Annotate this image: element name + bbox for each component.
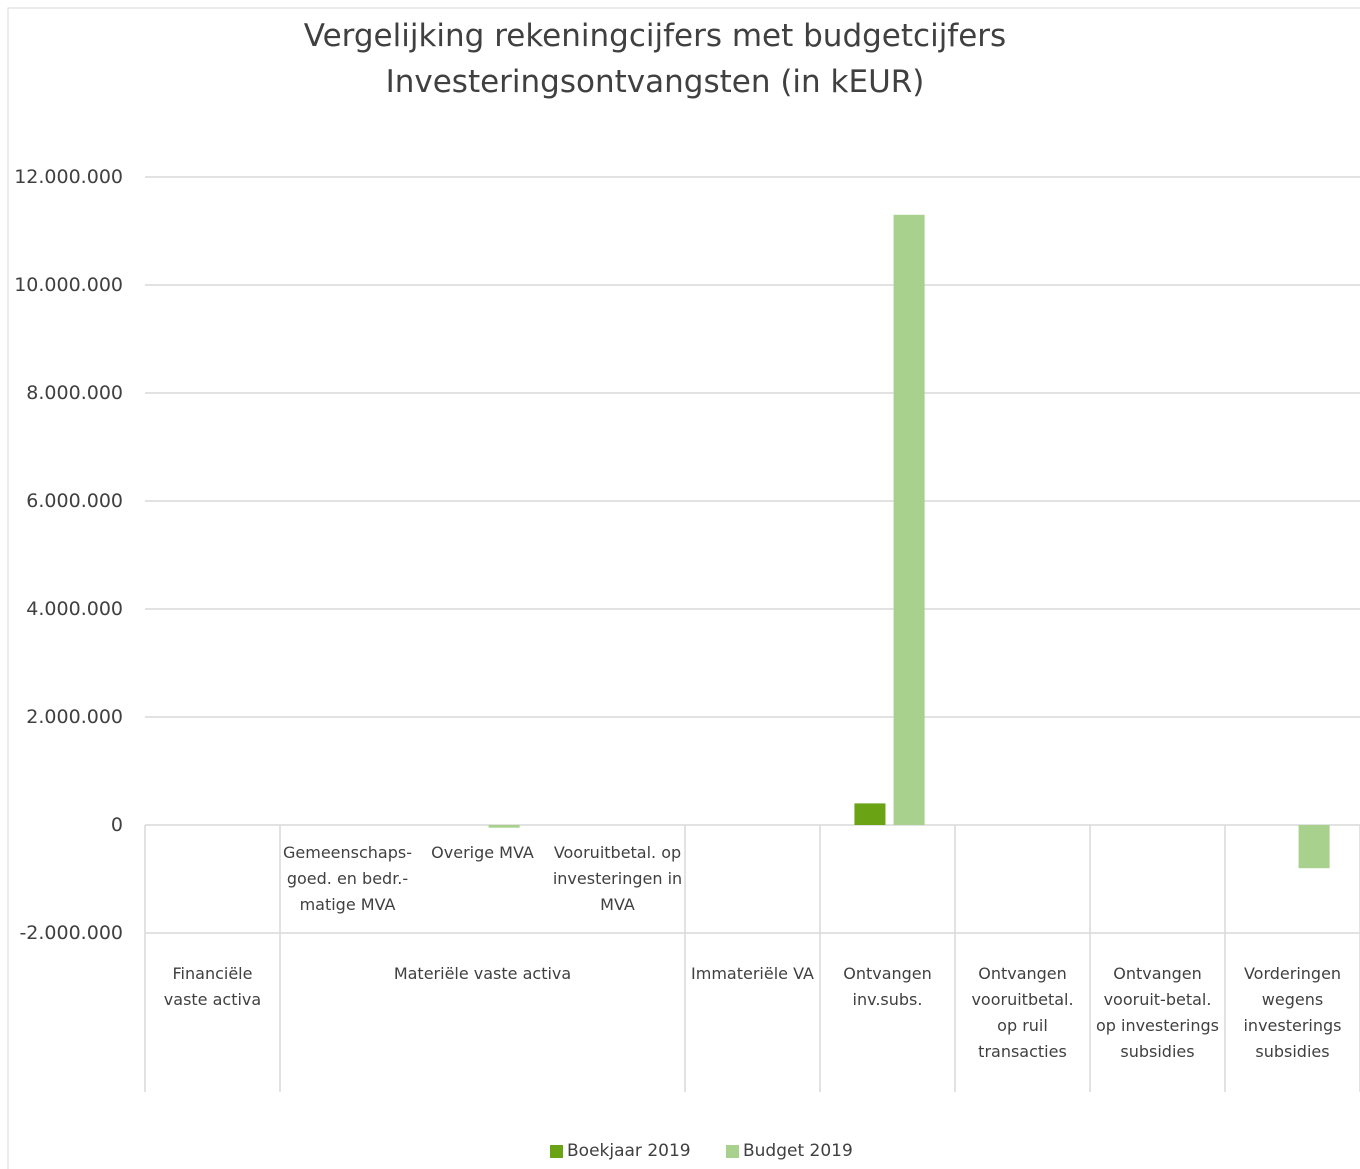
- group-label: Ontvangen inv.subs.: [843, 964, 932, 1009]
- bar: [854, 803, 886, 825]
- y-tick-label: 10.000.000: [14, 274, 123, 296]
- y-tick-label: 0: [110, 814, 123, 836]
- legend-label: Budget 2019: [743, 1141, 853, 1161]
- chart-border: [7, 7, 1360, 1169]
- chart-title: Vergelijking rekeningcijfers met budgetc…: [303, 18, 1007, 54]
- legend-item: Budget 2019: [726, 1141, 853, 1161]
- y-tick-label: 2.000.000: [26, 706, 123, 728]
- group-label: Vorderingen wegens investerings subsidie…: [1243, 964, 1342, 1061]
- x-tick-label: Vooruitbetal. op investeringen in MVA: [552, 843, 683, 914]
- legend-item: Boekjaar 2019: [550, 1141, 691, 1161]
- chart-title: Investeringsontvangsten (in kEUR): [385, 64, 925, 100]
- y-tick-label: 12.000.000: [14, 166, 123, 188]
- y-tick-label: 4.000.000: [26, 598, 123, 620]
- legend-swatch: [726, 1144, 739, 1158]
- group-label: Ontvangen vooruitbetal. op ruil transact…: [971, 964, 1074, 1061]
- y-tick-label: -2.000.000: [19, 922, 123, 944]
- group-label: Financiële vaste activa: [163, 964, 262, 1009]
- group-label: Materiële vaste activa: [393, 964, 572, 983]
- y-tick-label: 6.000.000: [26, 490, 123, 512]
- group-label: Immateriële VA: [691, 964, 814, 983]
- legend-swatch: [550, 1144, 563, 1158]
- bar: [893, 214, 925, 826]
- group-label: Ontvangen vooruit-betal. op investerings…: [1095, 964, 1220, 1061]
- x-tick-label: Overige MVA: [431, 843, 534, 862]
- x-tick-label: Gemeenschaps-goed. en bedr.-matige MVA: [283, 843, 412, 914]
- y-tick-label: 8.000.000: [26, 382, 123, 404]
- legend-label: Boekjaar 2019: [567, 1141, 691, 1161]
- bar: [488, 825, 520, 828]
- bar: [1298, 825, 1330, 869]
